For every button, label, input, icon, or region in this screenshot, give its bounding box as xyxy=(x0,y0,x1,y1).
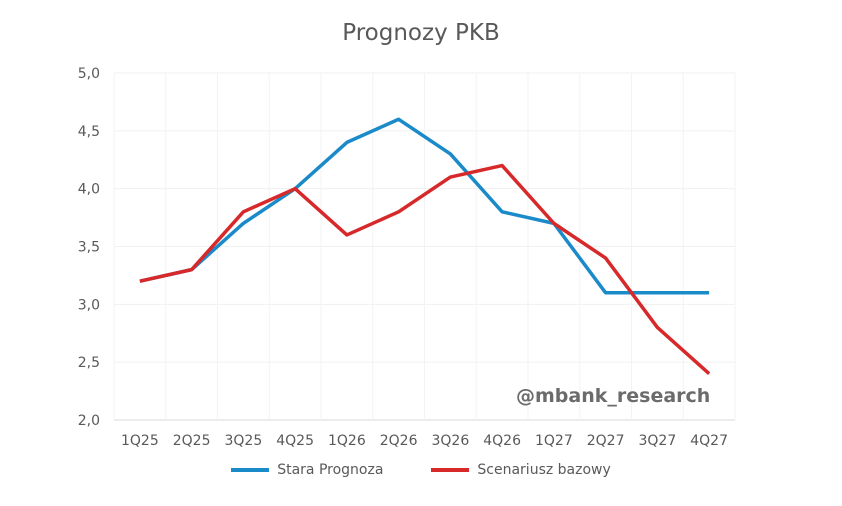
legend-label: Stara Prognoza xyxy=(277,462,384,478)
x-tick-label: 1Q27 xyxy=(535,433,573,449)
y-tick-label: 4,5 xyxy=(78,124,100,140)
y-tick-label: 2,0 xyxy=(78,413,100,429)
series-line-scenariusz-bazowy xyxy=(139,163,711,376)
chart-title: Prognozy PKB xyxy=(342,20,500,46)
legend-label: Scenariusz bazowy xyxy=(477,462,611,478)
x-tick-label: 3Q27 xyxy=(639,433,677,449)
legend-item-stara-prognoza: Stara Prognoza xyxy=(231,462,383,478)
legend-swatch xyxy=(431,468,470,472)
x-tick-label: 2Q26 xyxy=(380,433,418,449)
x-tick-label: 1Q25 xyxy=(121,433,159,449)
y-tick-label: 2,5 xyxy=(78,355,100,371)
x-tick-label: 2Q25 xyxy=(173,433,211,449)
y-tick-label: 5,0 xyxy=(78,66,100,82)
x-tick-label: 1Q26 xyxy=(328,433,366,449)
series-line-stara-prognoza xyxy=(139,117,710,295)
x-tick-label: 2Q27 xyxy=(587,433,625,449)
y-tick-label: 3,5 xyxy=(78,240,100,256)
legend-swatch xyxy=(231,468,270,472)
x-tick-label: 3Q25 xyxy=(225,433,263,449)
legend-item-scenariusz-bazowy: Scenariusz bazowy xyxy=(431,462,611,478)
watermark: @mbank_research xyxy=(516,385,711,407)
y-tick-label: 4,0 xyxy=(78,182,100,198)
x-tick-label: 3Q26 xyxy=(432,433,470,449)
x-tick-label: 4Q25 xyxy=(276,433,314,449)
x-tick-label: 4Q27 xyxy=(690,433,728,449)
x-tick-label: 4Q26 xyxy=(483,433,521,449)
legend: Stara Prognoza Scenariusz bazowy xyxy=(0,462,842,478)
y-tick-label: 3,0 xyxy=(78,297,100,313)
